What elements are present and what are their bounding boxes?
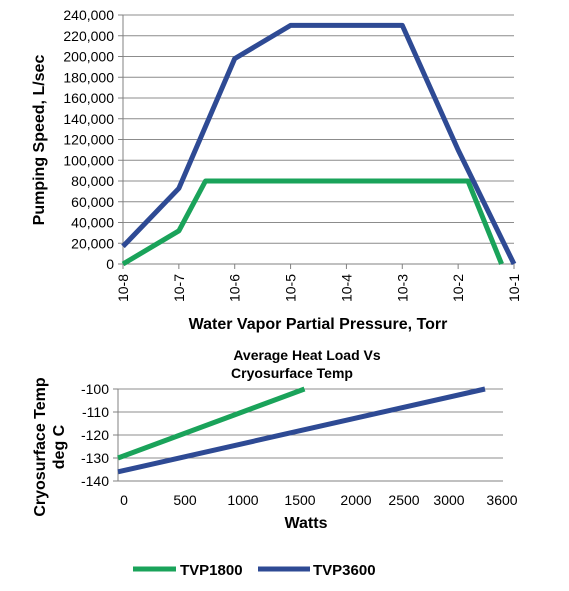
top-x-tick-label: 10-3 <box>394 274 410 302</box>
bottom-y-tick-label: -140 <box>81 473 109 489</box>
top-y-axis-title: Pumping Speed, L/sec <box>31 55 48 226</box>
bottom-x-tick-labels: 0 500 1000 1500 2000 2500 3000 3600 <box>120 492 518 508</box>
bottom-x-tick-label: 500 <box>173 492 197 508</box>
top-x-tick-label: 10-7 <box>171 274 187 302</box>
bottom-y-axis-title-line-2: deg C <box>51 424 68 469</box>
bottom-x-tick-label: 0 <box>120 492 128 508</box>
bottom-x-tick-label: 1500 <box>284 492 315 508</box>
top-y-tick-label: 20,000 <box>71 235 114 251</box>
heat-load-chart: Average Heat Load Vs Cryosurface Temp -1… <box>32 347 518 532</box>
bottom-y-axis-title-line-1: Cryosurface Temp <box>32 377 49 517</box>
top-y-tick-label: 220,000 <box>63 28 114 44</box>
bottom-y-tick-label: -100 <box>81 381 109 397</box>
top-x-tick-label: 10-1 <box>506 274 522 302</box>
top-x-tick-labels: 10-8 10-7 10-6 10-5 10-4 10-3 10-2 10-1 <box>115 274 522 302</box>
top-x-tick-label: 10-2 <box>450 274 466 302</box>
legend: TVP1800 TVP3600 <box>133 562 376 579</box>
bottom-series-line-tvp3600 <box>117 386 486 475</box>
top-y-tick-label: 60,000 <box>71 194 114 210</box>
top-series <box>121 22 517 267</box>
bottom-y-tick-labels: -140 -130 -120 -110 -100 <box>81 381 109 489</box>
bottom-series <box>117 386 486 475</box>
top-axes <box>118 14 515 269</box>
top-x-tick-label: 10-6 <box>227 274 243 302</box>
bottom-y-tick-label: -110 <box>82 404 109 420</box>
top-x-tick-label: 10-8 <box>115 274 131 302</box>
legend-label-tvp1800: TVP1800 <box>180 562 243 579</box>
bottom-x-axis-title: Watts <box>285 515 328 532</box>
top-y-tick-label: 120,000 <box>63 132 114 148</box>
bottom-axes <box>113 388 503 482</box>
top-series-line-tvp1800 <box>121 178 504 267</box>
bottom-y-tick-label: -120 <box>81 427 109 443</box>
bottom-y-tick-label: -130 <box>81 450 109 466</box>
top-y-tick-label: 80,000 <box>71 173 114 189</box>
top-y-tick-label: 180,000 <box>63 69 114 85</box>
bottom-chart-title-line-2: Cryosurface Temp <box>231 365 353 381</box>
top-y-tick-label: 200,000 <box>63 49 114 65</box>
top-x-tick-label: 10-4 <box>338 274 354 302</box>
top-series-line-tvp3600 <box>121 22 517 266</box>
top-y-tick-label: 100,000 <box>63 152 114 168</box>
bottom-x-tick-label: 3000 <box>433 492 464 508</box>
bottom-series-line-tvp1800 <box>117 386 306 461</box>
pumping-speed-chart: 0 20,000 40,000 60,000 80,000 100,000 120,000 1… <box>31 7 522 333</box>
top-x-tick-label: 10-5 <box>283 274 299 302</box>
top-y-tick-label: 140,000 <box>63 111 114 127</box>
top-y-tick-labels: 0 20,000 40,000 60,000 80,000 100,000 120,000 1… <box>63 7 114 272</box>
top-x-axis-title: Water Vapor Partial Pressure, Torr <box>189 316 448 333</box>
bottom-chart-title-line-1: Average Heat Load Vs <box>233 347 381 363</box>
bottom-x-tick-label: 1000 <box>227 492 258 508</box>
top-gridlines <box>123 14 514 244</box>
bottom-x-tick-label: 2500 <box>388 492 419 508</box>
top-y-tick-label: 0 <box>106 256 114 272</box>
top-y-tick-label: 160,000 <box>63 90 114 106</box>
legend-label-tvp3600: TVP3600 <box>313 562 376 579</box>
bottom-x-tick-label: 3600 <box>486 492 517 508</box>
bottom-x-tick-label: 2000 <box>340 492 371 508</box>
top-y-tick-label: 40,000 <box>71 215 114 231</box>
top-y-tick-label: 240,000 <box>63 7 114 23</box>
